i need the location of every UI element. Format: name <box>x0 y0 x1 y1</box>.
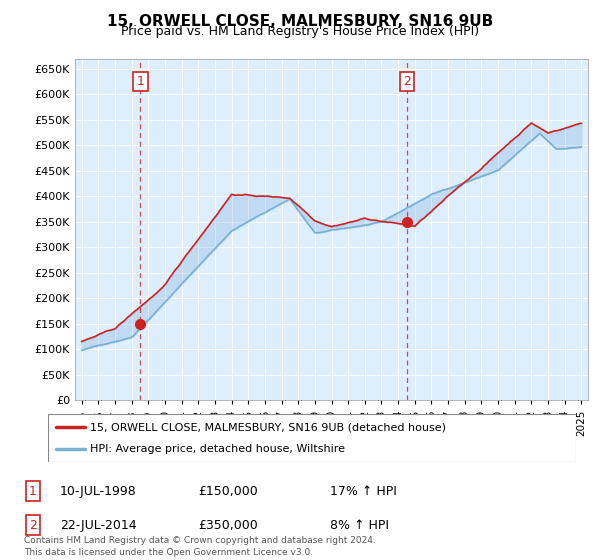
Text: 8% ↑ HPI: 8% ↑ HPI <box>330 519 389 532</box>
Text: Price paid vs. HM Land Registry's House Price Index (HPI): Price paid vs. HM Land Registry's House … <box>121 25 479 38</box>
Text: 2: 2 <box>403 75 411 88</box>
Text: 10-JUL-1998: 10-JUL-1998 <box>60 484 137 498</box>
Text: £350,000: £350,000 <box>198 519 258 532</box>
Text: 15, ORWELL CLOSE, MALMESBURY, SN16 9UB: 15, ORWELL CLOSE, MALMESBURY, SN16 9UB <box>107 14 493 29</box>
FancyBboxPatch shape <box>48 414 576 462</box>
Text: 17% ↑ HPI: 17% ↑ HPI <box>330 484 397 498</box>
Text: 1: 1 <box>137 75 145 88</box>
Text: HPI: Average price, detached house, Wiltshire: HPI: Average price, detached house, Wilt… <box>90 444 345 454</box>
Text: 2: 2 <box>29 519 37 532</box>
Text: 15, ORWELL CLOSE, MALMESBURY, SN16 9UB (detached house): 15, ORWELL CLOSE, MALMESBURY, SN16 9UB (… <box>90 422 446 432</box>
Text: Contains HM Land Registry data © Crown copyright and database right 2024.
This d: Contains HM Land Registry data © Crown c… <box>24 536 376 557</box>
Text: £150,000: £150,000 <box>198 484 258 498</box>
Text: 22-JUL-2014: 22-JUL-2014 <box>60 519 137 532</box>
Text: 1: 1 <box>29 484 37 498</box>
